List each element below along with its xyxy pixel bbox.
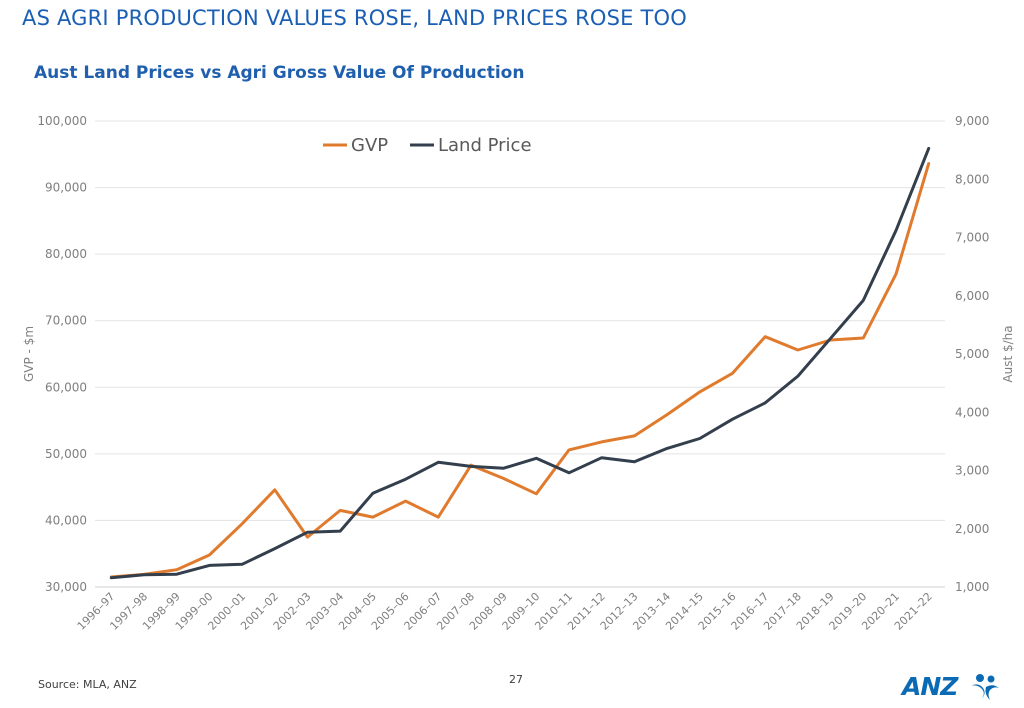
y-tick-label-right: 3,000	[955, 464, 989, 478]
y-tick-label-right: 4,000	[955, 405, 989, 419]
y-tick-label-right: 6,000	[955, 289, 989, 303]
y-tick-label-left: 90,000	[45, 181, 87, 195]
slide-title: AS AGRI PRODUCTION VALUES ROSE, LAND PRI…	[22, 6, 687, 30]
logo-text: ANZ	[902, 672, 958, 701]
y-axis-label-left: GVP - $m	[22, 326, 36, 382]
anz-logo: ANZ	[902, 672, 1012, 704]
legend-label-land-price: Land Price	[438, 135, 532, 156]
y-tick-label-right: 9,000	[955, 114, 989, 128]
y-tick-label-left: 40,000	[45, 513, 87, 527]
y-tick-label-right: 1,000	[955, 580, 989, 594]
series-line-gvp	[109, 162, 931, 579]
page-number: 27	[509, 673, 523, 686]
y-tick-label-left: 80,000	[45, 247, 87, 261]
series-line-land-price	[109, 146, 931, 580]
y-tick-label-left: 70,000	[45, 314, 87, 328]
y-tick-label-left: 50,000	[45, 447, 87, 461]
y-tick-label-left: 30,000	[45, 580, 87, 594]
y-axis-label-right: Aust $/ha	[1001, 325, 1015, 382]
anz-people-icon	[971, 674, 999, 700]
y-tick-label-left: 100,000	[37, 114, 87, 128]
y-tick-label-right: 8,000	[955, 172, 989, 186]
chart-title: Aust Land Prices vs Agri Gross Value Of …	[34, 63, 525, 83]
source-note: Source: MLA, ANZ	[38, 678, 137, 691]
y-tick-label-right: 5,000	[955, 347, 989, 361]
legend-label-gvp: GVP	[351, 135, 388, 156]
y-tick-label-right: 7,000	[955, 231, 989, 245]
y-tick-label-left: 60,000	[45, 380, 87, 394]
y-tick-label-right: 2,000	[955, 522, 989, 536]
